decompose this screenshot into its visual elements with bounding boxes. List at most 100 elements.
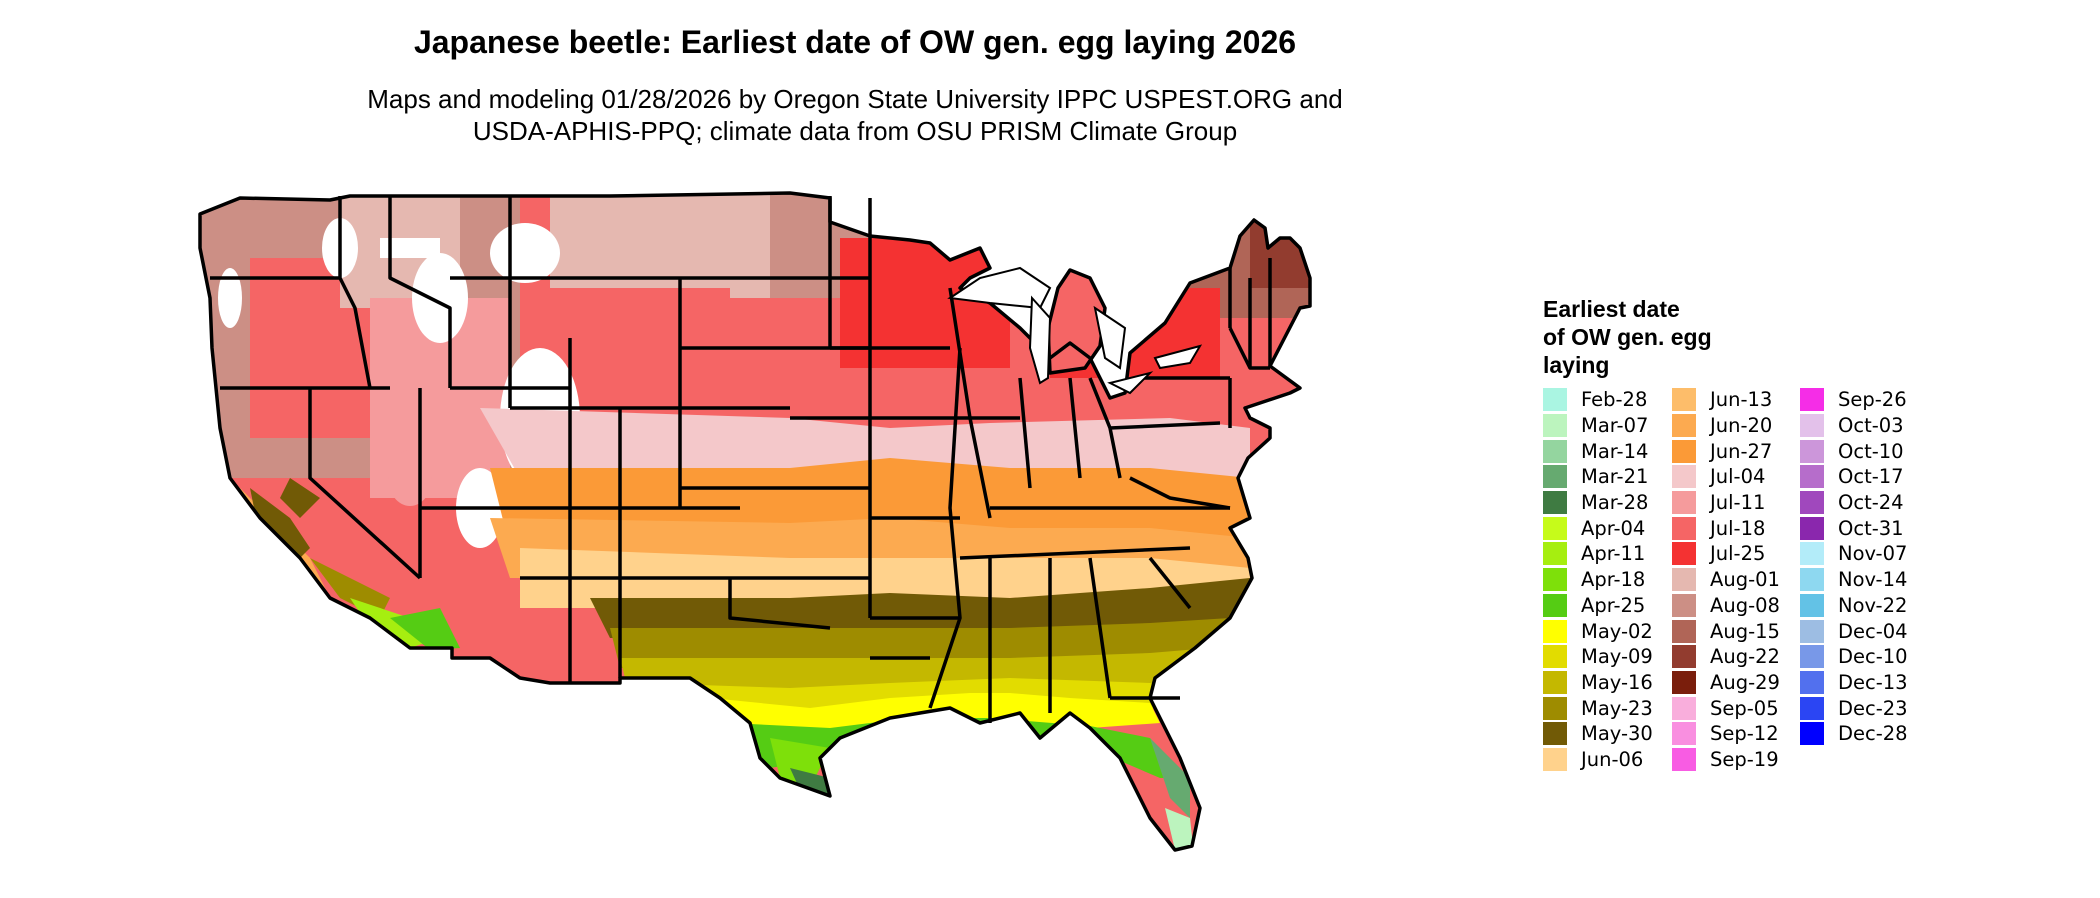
legend-item: May-09 bbox=[1543, 644, 1653, 670]
legend-swatch bbox=[1672, 516, 1696, 540]
legend-label: Jul-11 bbox=[1710, 491, 1766, 515]
legend-item: Dec-28 bbox=[1800, 721, 1908, 747]
legend-swatch bbox=[1543, 542, 1567, 566]
legend-item: Oct-10 bbox=[1800, 438, 1908, 464]
legend-swatch bbox=[1800, 542, 1824, 566]
legend-swatch bbox=[1543, 722, 1567, 746]
legend-item: Aug-15 bbox=[1672, 618, 1780, 644]
us-map bbox=[198, 191, 1312, 852]
legend-item: Sep-26 bbox=[1800, 387, 1908, 413]
legend-label: Mar-07 bbox=[1581, 414, 1649, 438]
legend-column-1: Feb-28 Mar-07 Mar-14 Mar-21 Mar-28 Apr-04 Apr-… bbox=[1543, 387, 1653, 772]
legend-swatch bbox=[1672, 414, 1696, 438]
legend-label: Oct-17 bbox=[1838, 465, 1904, 489]
legend-item: Apr-25 bbox=[1543, 593, 1653, 619]
legend-swatch bbox=[1800, 722, 1824, 746]
legend-item: Nov-22 bbox=[1800, 593, 1908, 619]
legend-label: Oct-10 bbox=[1838, 439, 1904, 463]
legend-swatch bbox=[1800, 516, 1824, 540]
legend-swatch bbox=[1672, 388, 1696, 412]
legend-swatch bbox=[1800, 414, 1824, 438]
legend-swatch bbox=[1543, 516, 1567, 540]
legend-item: Mar-21 bbox=[1543, 464, 1653, 490]
legend-item: Jun-06 bbox=[1543, 747, 1653, 773]
legend-swatch bbox=[1800, 465, 1824, 489]
legend-label: Dec-28 bbox=[1838, 722, 1908, 746]
map-title: Japanese beetle: Earliest date of OW gen… bbox=[413, 24, 1297, 60]
legend-label: Dec-23 bbox=[1838, 696, 1908, 720]
legend-swatch bbox=[1800, 645, 1824, 669]
legend-item: Jul-18 bbox=[1672, 515, 1780, 541]
legend-label: Aug-22 bbox=[1710, 645, 1780, 669]
legend-title-line: of OW gen. egg bbox=[1543, 324, 1712, 350]
legend-label: Dec-10 bbox=[1838, 645, 1908, 669]
date-fill bbox=[200, 193, 1310, 850]
legend-item: Dec-04 bbox=[1800, 618, 1908, 644]
legend-label: Mar-28 bbox=[1581, 491, 1649, 515]
legend-label: Oct-31 bbox=[1838, 516, 1904, 540]
legend-title-line: laying bbox=[1543, 352, 1610, 378]
legend-swatch bbox=[1672, 465, 1696, 489]
map-subtitle-line-1: Maps and modeling 01/28/2026 by Oregon S… bbox=[367, 84, 1343, 114]
legend-label: May-09 bbox=[1581, 645, 1653, 669]
legend-swatch bbox=[1672, 439, 1696, 463]
legend-label: Jun-13 bbox=[1710, 388, 1773, 412]
legend-item: Dec-13 bbox=[1800, 670, 1908, 696]
legend-label: Oct-03 bbox=[1838, 414, 1904, 438]
legend-item: Mar-28 bbox=[1543, 490, 1653, 516]
legend-item: Dec-23 bbox=[1800, 695, 1908, 721]
legend-item: Sep-19 bbox=[1672, 747, 1780, 773]
legend-swatch bbox=[1543, 747, 1567, 771]
legend-swatch bbox=[1800, 439, 1824, 463]
legend-swatch bbox=[1800, 388, 1824, 412]
legend-swatch bbox=[1543, 414, 1567, 438]
legend-item: Oct-17 bbox=[1800, 464, 1908, 490]
legend-swatch bbox=[1800, 593, 1824, 617]
legend-swatch bbox=[1543, 645, 1567, 669]
legend-item: Dec-10 bbox=[1800, 644, 1908, 670]
legend-swatch bbox=[1672, 722, 1696, 746]
legend-swatch bbox=[1672, 747, 1696, 771]
legend-swatch bbox=[1800, 670, 1824, 694]
legend-swatch bbox=[1672, 645, 1696, 669]
legend-swatch bbox=[1672, 568, 1696, 592]
great-lakes bbox=[947, 266, 1203, 395]
legend-column-2: Jun-13 Jun-20 Jun-27 Jul-04 Jul-11 Jul-18 Jul-… bbox=[1672, 387, 1780, 772]
legend-item: Oct-24 bbox=[1800, 490, 1908, 516]
legend-label: Sep-12 bbox=[1710, 722, 1779, 746]
legend-item: May-23 bbox=[1543, 695, 1653, 721]
legend-swatch bbox=[1543, 593, 1567, 617]
legend-label: May-16 bbox=[1581, 670, 1653, 694]
legend-label: Jul-25 bbox=[1710, 542, 1766, 566]
legend-item: Jul-04 bbox=[1672, 464, 1780, 490]
legend-label: Sep-26 bbox=[1838, 388, 1907, 412]
legend-item: Aug-29 bbox=[1672, 670, 1780, 696]
legend-label: Nov-07 bbox=[1838, 542, 1908, 566]
legend-swatch bbox=[1672, 670, 1696, 694]
legend-item: May-16 bbox=[1543, 670, 1653, 696]
legend-swatch bbox=[1672, 619, 1696, 643]
legend-label: Nov-14 bbox=[1838, 568, 1908, 592]
legend-label: Mar-21 bbox=[1581, 465, 1649, 489]
legend-swatch bbox=[1543, 568, 1567, 592]
legend-item: Mar-14 bbox=[1543, 438, 1653, 464]
legend-label: May-23 bbox=[1581, 696, 1653, 720]
legend-item: Sep-05 bbox=[1672, 695, 1780, 721]
legend-label: Mar-14 bbox=[1581, 439, 1649, 463]
legend-item: Jul-11 bbox=[1672, 490, 1780, 516]
legend-swatch bbox=[1543, 491, 1567, 515]
legend-label: Jul-04 bbox=[1710, 465, 1766, 489]
legend-swatch bbox=[1543, 465, 1567, 489]
legend-item: Jul-25 bbox=[1672, 541, 1780, 567]
legend-swatch bbox=[1543, 670, 1567, 694]
legend-item: May-02 bbox=[1543, 618, 1653, 644]
legend-label: Apr-11 bbox=[1581, 542, 1646, 566]
legend-item: Oct-03 bbox=[1800, 413, 1908, 439]
legend-title-line: Earliest date bbox=[1543, 296, 1680, 322]
legend-label: Jul-18 bbox=[1710, 516, 1766, 540]
legend-label: Apr-25 bbox=[1581, 593, 1646, 617]
legend-label: May-02 bbox=[1581, 619, 1653, 643]
legend-item: Oct-31 bbox=[1800, 515, 1908, 541]
legend-label: Dec-04 bbox=[1838, 619, 1908, 643]
legend-label: Aug-15 bbox=[1710, 619, 1780, 643]
